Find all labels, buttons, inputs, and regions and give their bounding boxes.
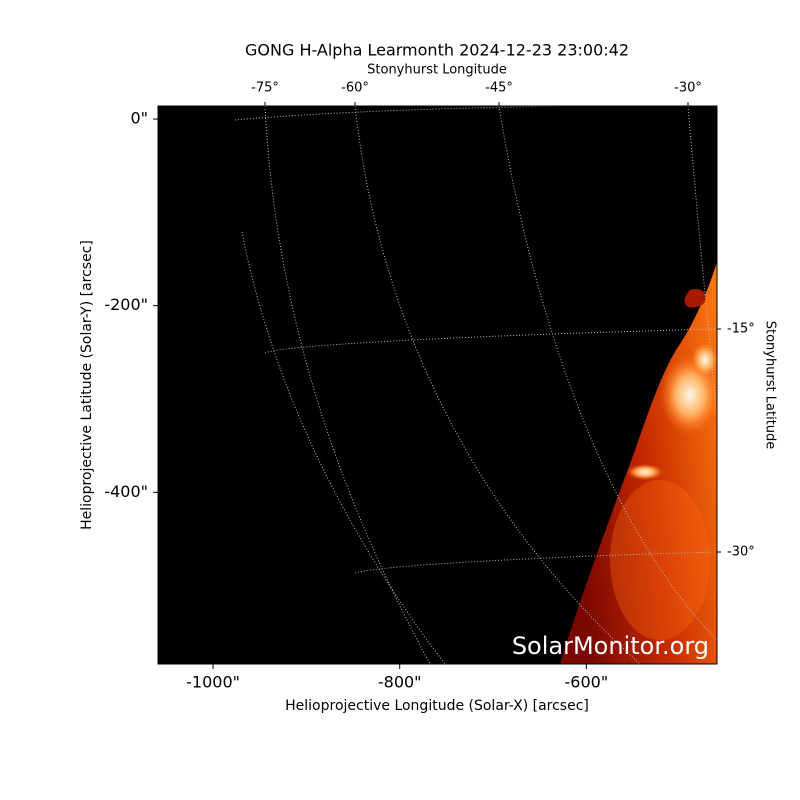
top-tick-label: -60° [341, 81, 369, 96]
solar-image [158, 106, 717, 664]
x-tick-label: -600" [565, 673, 609, 692]
chart-title: GONG H-Alpha Learmonth 2024-12-23 23:00:… [245, 41, 629, 60]
plot-frame [157, 105, 718, 665]
y-tick-label: -200" [104, 295, 148, 314]
x-axis-label: Helioprojective Longitude (Solar-X) [arc… [285, 698, 589, 714]
x-tick-label: -1000" [186, 673, 240, 692]
top-axis-label: Stonyhurst Longitude [367, 63, 507, 78]
right-tick-label: -30° [727, 545, 755, 560]
top-tick-label: -30° [674, 81, 702, 96]
top-tick-label: -45° [485, 81, 513, 96]
y-axis-label: Helioprojective Latitude (Solar-Y) [arcs… [79, 240, 95, 530]
top-tick-label: -75° [251, 81, 279, 96]
right-axis-label: Stonyhurst Latitude [763, 321, 778, 450]
watermark: SolarMonitor.org [512, 632, 709, 660]
y-tick-label: -400" [104, 482, 148, 501]
y-tick-label: 0" [130, 109, 148, 128]
x-tick-label: -800" [378, 673, 422, 692]
right-tick-label: -15° [727, 322, 755, 337]
